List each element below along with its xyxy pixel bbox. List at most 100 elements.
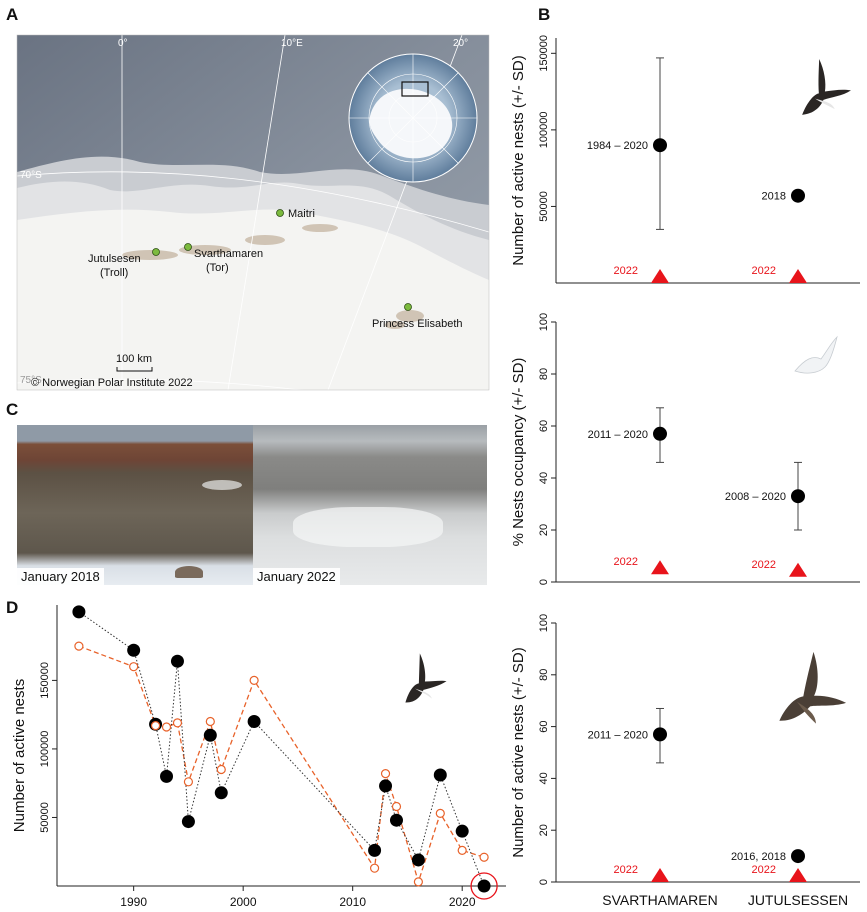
photo-2022-caption: January 2022 [253, 568, 340, 585]
y-axis-label: % Nests occupancy (+/- SD) [510, 358, 527, 547]
series-point-black [477, 879, 491, 893]
series-point-orange [391, 801, 402, 812]
y-tick-label: 60 [538, 720, 550, 732]
series-point-black [214, 786, 228, 800]
data-point-2022 [651, 560, 669, 575]
y-tick-label: 150000 [538, 35, 550, 72]
data-point-label: 2008 – 2020 [725, 491, 786, 503]
photo-2022-snow-patch [293, 507, 443, 547]
series-point-black [433, 768, 447, 782]
data-point-2022 [651, 868, 669, 882]
y-tick-label: 20 [538, 524, 550, 536]
panel-label-b: B [538, 5, 551, 24]
series-point-orange [479, 852, 489, 862]
x-category-label: SVARTHAMAREN [602, 892, 717, 908]
chart-d-time-series: 1990 2000 2010 2020 50000 100000 150000 Number … [11, 605, 506, 909]
data-point-historical [653, 426, 667, 441]
data-point-2022-label: 2022 [752, 265, 776, 277]
y-tick-label: 50000 [538, 191, 550, 222]
data-point-2022 [789, 868, 807, 882]
data-point-label: 2011 – 2020 [588, 429, 648, 441]
series-point-orange [413, 877, 423, 887]
y-axis-label: Number of active nests [11, 679, 28, 832]
y-tick-label: 20 [538, 824, 550, 836]
panel-label-c: C [6, 400, 19, 419]
data-point-label: 2011 – 2020 [588, 729, 648, 741]
y-tick-label: 80 [538, 368, 550, 380]
series-line-orange [78, 645, 485, 885]
series-point-black [379, 779, 393, 793]
data-point-historical [791, 849, 805, 864]
data-point-historical [653, 138, 667, 153]
x-category-label: JUTULSESSEN [748, 892, 848, 908]
y-tick-label: 150000 [39, 662, 51, 699]
series-point-black [368, 843, 382, 857]
series-point-orange [183, 777, 194, 787]
data-point-2022-label: 2022 [614, 265, 638, 277]
y-tick-label: 0 [538, 879, 550, 885]
data-point-2022-label: 2022 [752, 559, 776, 571]
panel-label-d: D [6, 598, 19, 617]
series-point-orange [172, 718, 183, 728]
snow-petrel-illustration [794, 335, 838, 374]
y-tick-label: 100 [538, 313, 550, 331]
skua-illustration [779, 651, 847, 724]
series-line-black [78, 611, 485, 887]
series-point-orange [129, 662, 139, 672]
chart-b-nest-occupancy: 0 20 40 60 80 100 % Nests occupancy (+/- SD) 20… [510, 313, 860, 585]
series-point-black [203, 728, 217, 742]
y-tick-label: 100000 [39, 731, 51, 768]
data-point-2022-label: 2022 [614, 864, 638, 876]
data-point-historical [653, 727, 667, 742]
x-tick-label: 2020 [449, 895, 476, 909]
series-point-orange [161, 722, 172, 732]
series-point-black [170, 654, 184, 668]
series-point-orange [457, 845, 467, 855]
series-point-orange [249, 675, 259, 685]
data-point-label: 2016, 2018 [731, 851, 786, 863]
petrel-illustration-d [405, 653, 447, 703]
photo-2018: January 2018 [17, 425, 253, 585]
y-tick-label: 40 [538, 472, 550, 484]
x-tick-label: 1990 [120, 895, 147, 909]
panel-label-a: A [6, 5, 19, 24]
y-tick-label: 100 [538, 614, 550, 632]
x-tick-label: 2010 [339, 895, 366, 909]
series-point-black [160, 769, 174, 783]
series-point-black [181, 815, 195, 829]
data-point-historical [791, 188, 805, 203]
series-point-orange [205, 716, 215, 727]
series-point-orange [216, 764, 226, 775]
series-point-black [389, 813, 403, 827]
y-tick-label: 60 [538, 420, 550, 432]
series-point-orange [380, 768, 391, 779]
photo-2018-snow-patch [202, 480, 242, 490]
y-tick-label: 0 [538, 579, 550, 585]
y-tick-label: 40 [538, 772, 550, 784]
data-point-2022-label: 2022 [614, 556, 638, 568]
chart-b-active-nests-skua: 0 20 40 60 80 100 Number of active nests (+/- … [510, 614, 860, 908]
photo-2022: January 2022 [253, 425, 487, 585]
data-point-2022 [789, 269, 807, 283]
photo-2018-caption: January 2018 [17, 568, 104, 585]
data-point-2022-label: 2022 [752, 864, 776, 876]
data-point-label: 2018 [762, 191, 786, 203]
y-tick-label: 50000 [39, 802, 51, 833]
x-tick-label: 2000 [230, 895, 257, 909]
series-point-black [127, 643, 141, 657]
series-point-orange [435, 808, 445, 818]
y-axis-label: Number of active nests (+/- SD) [510, 647, 527, 857]
photo-2018-rock [175, 566, 203, 578]
y-tick-label: 80 [538, 669, 550, 681]
petrel-illustration-top [802, 58, 851, 115]
series-point-black [411, 853, 425, 867]
series-point-black [72, 605, 86, 619]
y-tick-label: 100000 [538, 112, 550, 149]
series-point-black [455, 824, 469, 838]
data-point-2022 [651, 269, 669, 283]
series-point-orange [150, 721, 161, 731]
highlight-2022-circle [470, 872, 498, 900]
data-point-2022 [789, 562, 807, 577]
data-point-label: 1984 – 2020 [587, 140, 648, 152]
